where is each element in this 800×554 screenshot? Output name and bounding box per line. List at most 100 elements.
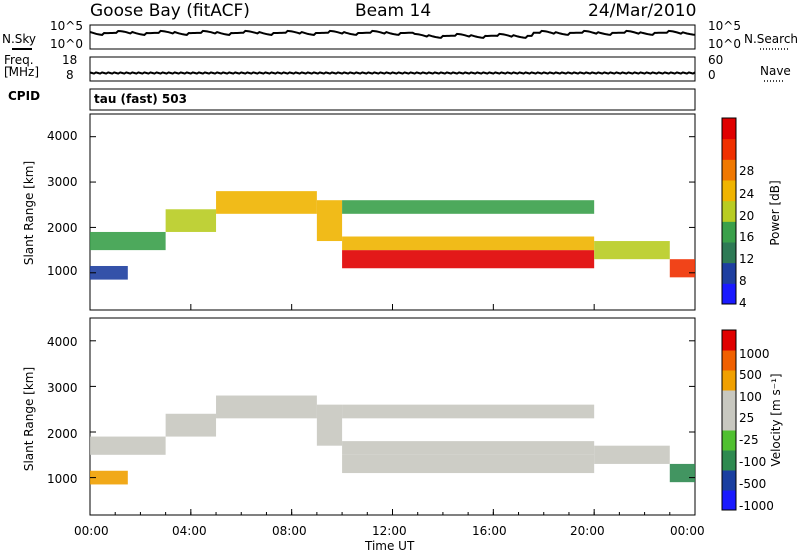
- xtick-2400: 00:00: [670, 524, 705, 538]
- velocity-cbar-tick-m100: -100: [739, 455, 767, 469]
- power-colorbar-swatch-5: [722, 180, 736, 202]
- nave-label: Nave: [760, 64, 791, 78]
- axis-ticks: [89, 136, 696, 515]
- power-band-8: [594, 241, 670, 260]
- power-colorbar-swatch-4: [722, 200, 736, 222]
- velocity-ytick-1000: 1000: [47, 472, 78, 486]
- power-band-0: [90, 265, 128, 280]
- right-bottom-tick: 10^0: [708, 37, 741, 51]
- velocity-colorbar-swatch-6: [722, 370, 736, 391]
- power-colorbar-swatch-8: [722, 118, 736, 140]
- velocity-ytick-4000: 4000: [47, 335, 78, 349]
- xlabel: Time UT: [365, 539, 415, 553]
- nsky-label: N.Sky: [2, 32, 37, 46]
- velocity-band-3: [216, 395, 317, 419]
- power-band-5: [342, 250, 595, 269]
- left-top-tick: 10^5: [50, 19, 83, 33]
- velocity-cbar-tick-25: 25: [739, 411, 755, 425]
- power-band-1: [90, 231, 166, 251]
- power-ytick-2000: 2000: [47, 221, 78, 235]
- velocity-colorbar-swatch-2: [722, 450, 736, 471]
- power-ytick-1000: 1000: [47, 264, 78, 278]
- nsky-strip-frame: [89, 24, 696, 50]
- velocity-band-0: [90, 470, 128, 485]
- freq-strip-frame: [89, 56, 696, 82]
- velocity-cbar-tick-100: 100: [739, 390, 762, 404]
- nave-top-tick: 60: [708, 53, 724, 67]
- station-title: Goose Bay (fitACF): [90, 1, 250, 21]
- velocity-cbar-tick-1000: 1000: [739, 347, 770, 361]
- velocity-colorbar-swatch-0: [722, 490, 736, 511]
- power-cbar-tick-4: 4: [739, 296, 747, 310]
- nsky-series: [89, 29, 696, 39]
- left-bottom-tick: 10^0: [50, 37, 83, 51]
- xtick-1200: 12:00: [372, 524, 407, 538]
- xtick-1600: 16:00: [472, 524, 507, 538]
- velocity-colorbar-swatch-4: [722, 410, 736, 431]
- velocity-band-5: [342, 454, 595, 474]
- velocity-heatmap: [90, 395, 695, 485]
- power-colorbar-swatch-1: [722, 262, 736, 284]
- right-top-tick: 10^5: [708, 19, 741, 33]
- xtick-0000: 00:00: [74, 524, 109, 538]
- power-colorbar-frame: [721, 117, 737, 305]
- velocity-colorbar-swatch-3: [722, 430, 736, 451]
- velocity-colorbar: [721, 329, 737, 511]
- velocity-band-2: [165, 413, 217, 437]
- velocity-colorbar-frame: [721, 329, 737, 511]
- velocity-cbar-tick-m1000: -1000: [739, 499, 774, 513]
- power-band-7: [342, 200, 595, 214]
- velocity-cbar-tick-m25: -25: [739, 433, 759, 447]
- xtick-0400: 04:00: [172, 524, 207, 538]
- power-cbar-tick-20: 20: [739, 209, 755, 223]
- freq-label-line2: [MHz]: [4, 65, 40, 79]
- xtick-2000: 20:00: [570, 524, 605, 538]
- power-heatmap: [90, 191, 695, 280]
- beam-title: Beam 14: [355, 1, 432, 21]
- freq-bottom-tick: 8: [66, 68, 74, 82]
- velocity-band-6: [342, 441, 595, 455]
- power-colorbar-swatch-6: [722, 159, 736, 181]
- power-cbar-tick-12: 12: [739, 252, 755, 266]
- freq-label-line1: Freq.: [4, 53, 34, 67]
- power-cbar-tick-8: 8: [739, 274, 747, 288]
- power-band-9: [669, 259, 695, 278]
- velocity-colorbar-swatch-5: [722, 390, 736, 411]
- nave-bottom-tick: 0: [708, 68, 716, 82]
- power-colorbar-swatch-7: [722, 138, 736, 160]
- power-band-2: [165, 209, 217, 232]
- power-band-4: [316, 200, 343, 242]
- velocity-band-4: [316, 404, 343, 446]
- velocity-colorbar-swatch-8: [722, 330, 736, 351]
- velocity-band-7: [342, 404, 595, 419]
- velocity-band-9: [669, 463, 695, 483]
- velocity-cbar-tick-500: 500: [739, 368, 762, 382]
- power-ytick-4000: 4000: [47, 129, 78, 143]
- velocity-colorbar-swatch-1: [722, 470, 736, 491]
- power-band-3: [216, 191, 317, 214]
- power-colorbar-swatch-2: [722, 242, 736, 264]
- date-title: 24/Mar/2010: [588, 1, 697, 21]
- velocity-ytick-2000: 2000: [47, 427, 78, 441]
- xtick-0800: 08:00: [272, 524, 307, 538]
- power-cbar-tick-16: 16: [739, 230, 755, 244]
- velocity-band-1: [90, 436, 166, 455]
- cpid-value: tau (fast) 503: [94, 92, 187, 106]
- cpid-strip-frame: [89, 88, 696, 111]
- velocity-colorbar-swatch-7: [722, 350, 736, 371]
- power-band-6: [342, 236, 595, 251]
- power-colorbar: [721, 117, 737, 305]
- cpid-label: CPID: [8, 89, 41, 103]
- power-cbar-tick-24: 24: [739, 187, 755, 201]
- velocity-band-8: [594, 445, 670, 464]
- power-colorbar-swatch-3: [722, 221, 736, 243]
- velocity-ytick-3000: 3000: [47, 381, 78, 395]
- freq-series: [89, 71, 696, 75]
- freq-top-tick: 18: [62, 53, 78, 67]
- velocity-cbar-tick-m500: -500: [739, 477, 767, 491]
- power-cbar-tick-28: 28: [739, 164, 755, 178]
- power-colorbar-swatch-0: [722, 283, 736, 305]
- power-ytick-3000: 3000: [47, 175, 78, 189]
- nsearch-label: N.Search: [744, 32, 799, 46]
